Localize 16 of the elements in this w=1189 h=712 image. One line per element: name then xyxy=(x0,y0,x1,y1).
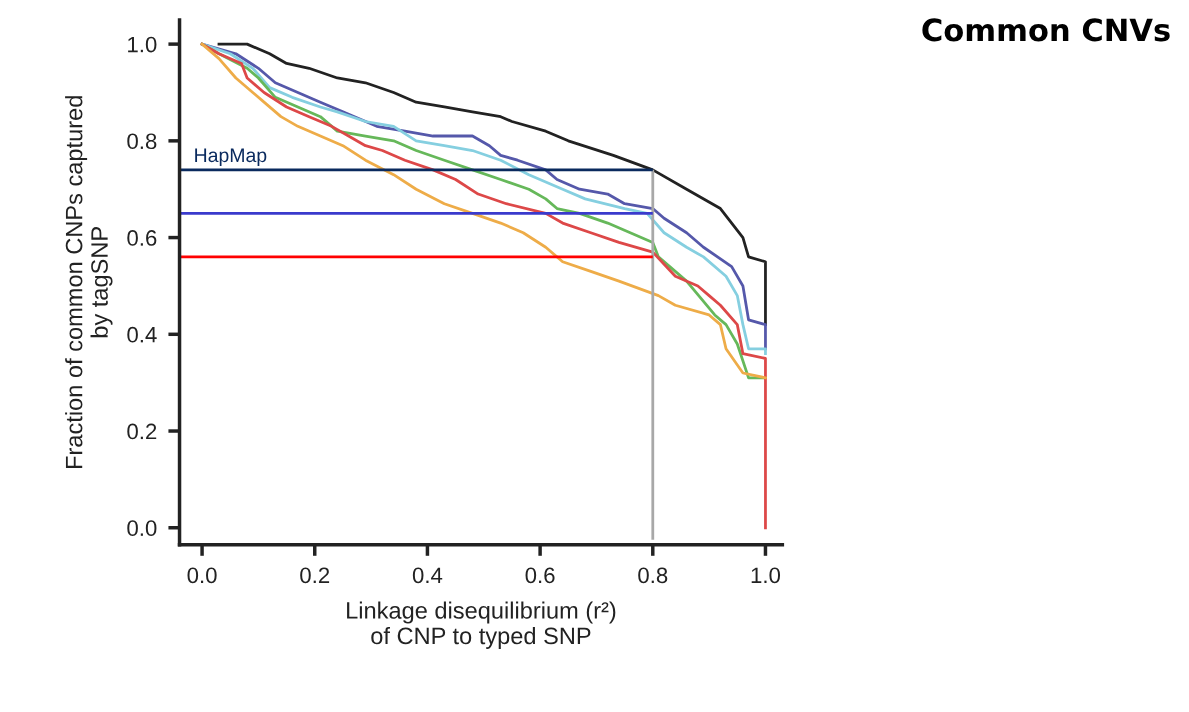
x-tick-label: 0.2 xyxy=(300,567,330,584)
x-tick-label: 0.8 xyxy=(638,567,668,584)
y-tick-label: 0.2 xyxy=(127,423,157,440)
x-tick-label: 0.0 xyxy=(187,567,217,584)
text: Common CNVs xyxy=(922,18,1170,42)
x-tick-label: 1.0 xyxy=(751,567,781,584)
x-axis-title: Linkage disequilibrium (r²) of CNP to typed SNP xyxy=(347,601,616,649)
ref-line-label: HapMap xyxy=(195,148,267,166)
y-tick-label: 0.4 xyxy=(127,326,157,343)
y-tick-label: 1.0 xyxy=(128,36,157,53)
y-axis-title: Fraction of common CNPs captured by tagSNP xyxy=(65,96,113,469)
y-tick-label: 0.6 xyxy=(127,230,157,246)
y-tick-label: 0.0 xyxy=(127,520,157,537)
x-tick-label: 0.4 xyxy=(412,567,443,584)
y-tick-label: 0.8 xyxy=(127,133,157,150)
x-tick-label: 0.6 xyxy=(525,567,555,584)
